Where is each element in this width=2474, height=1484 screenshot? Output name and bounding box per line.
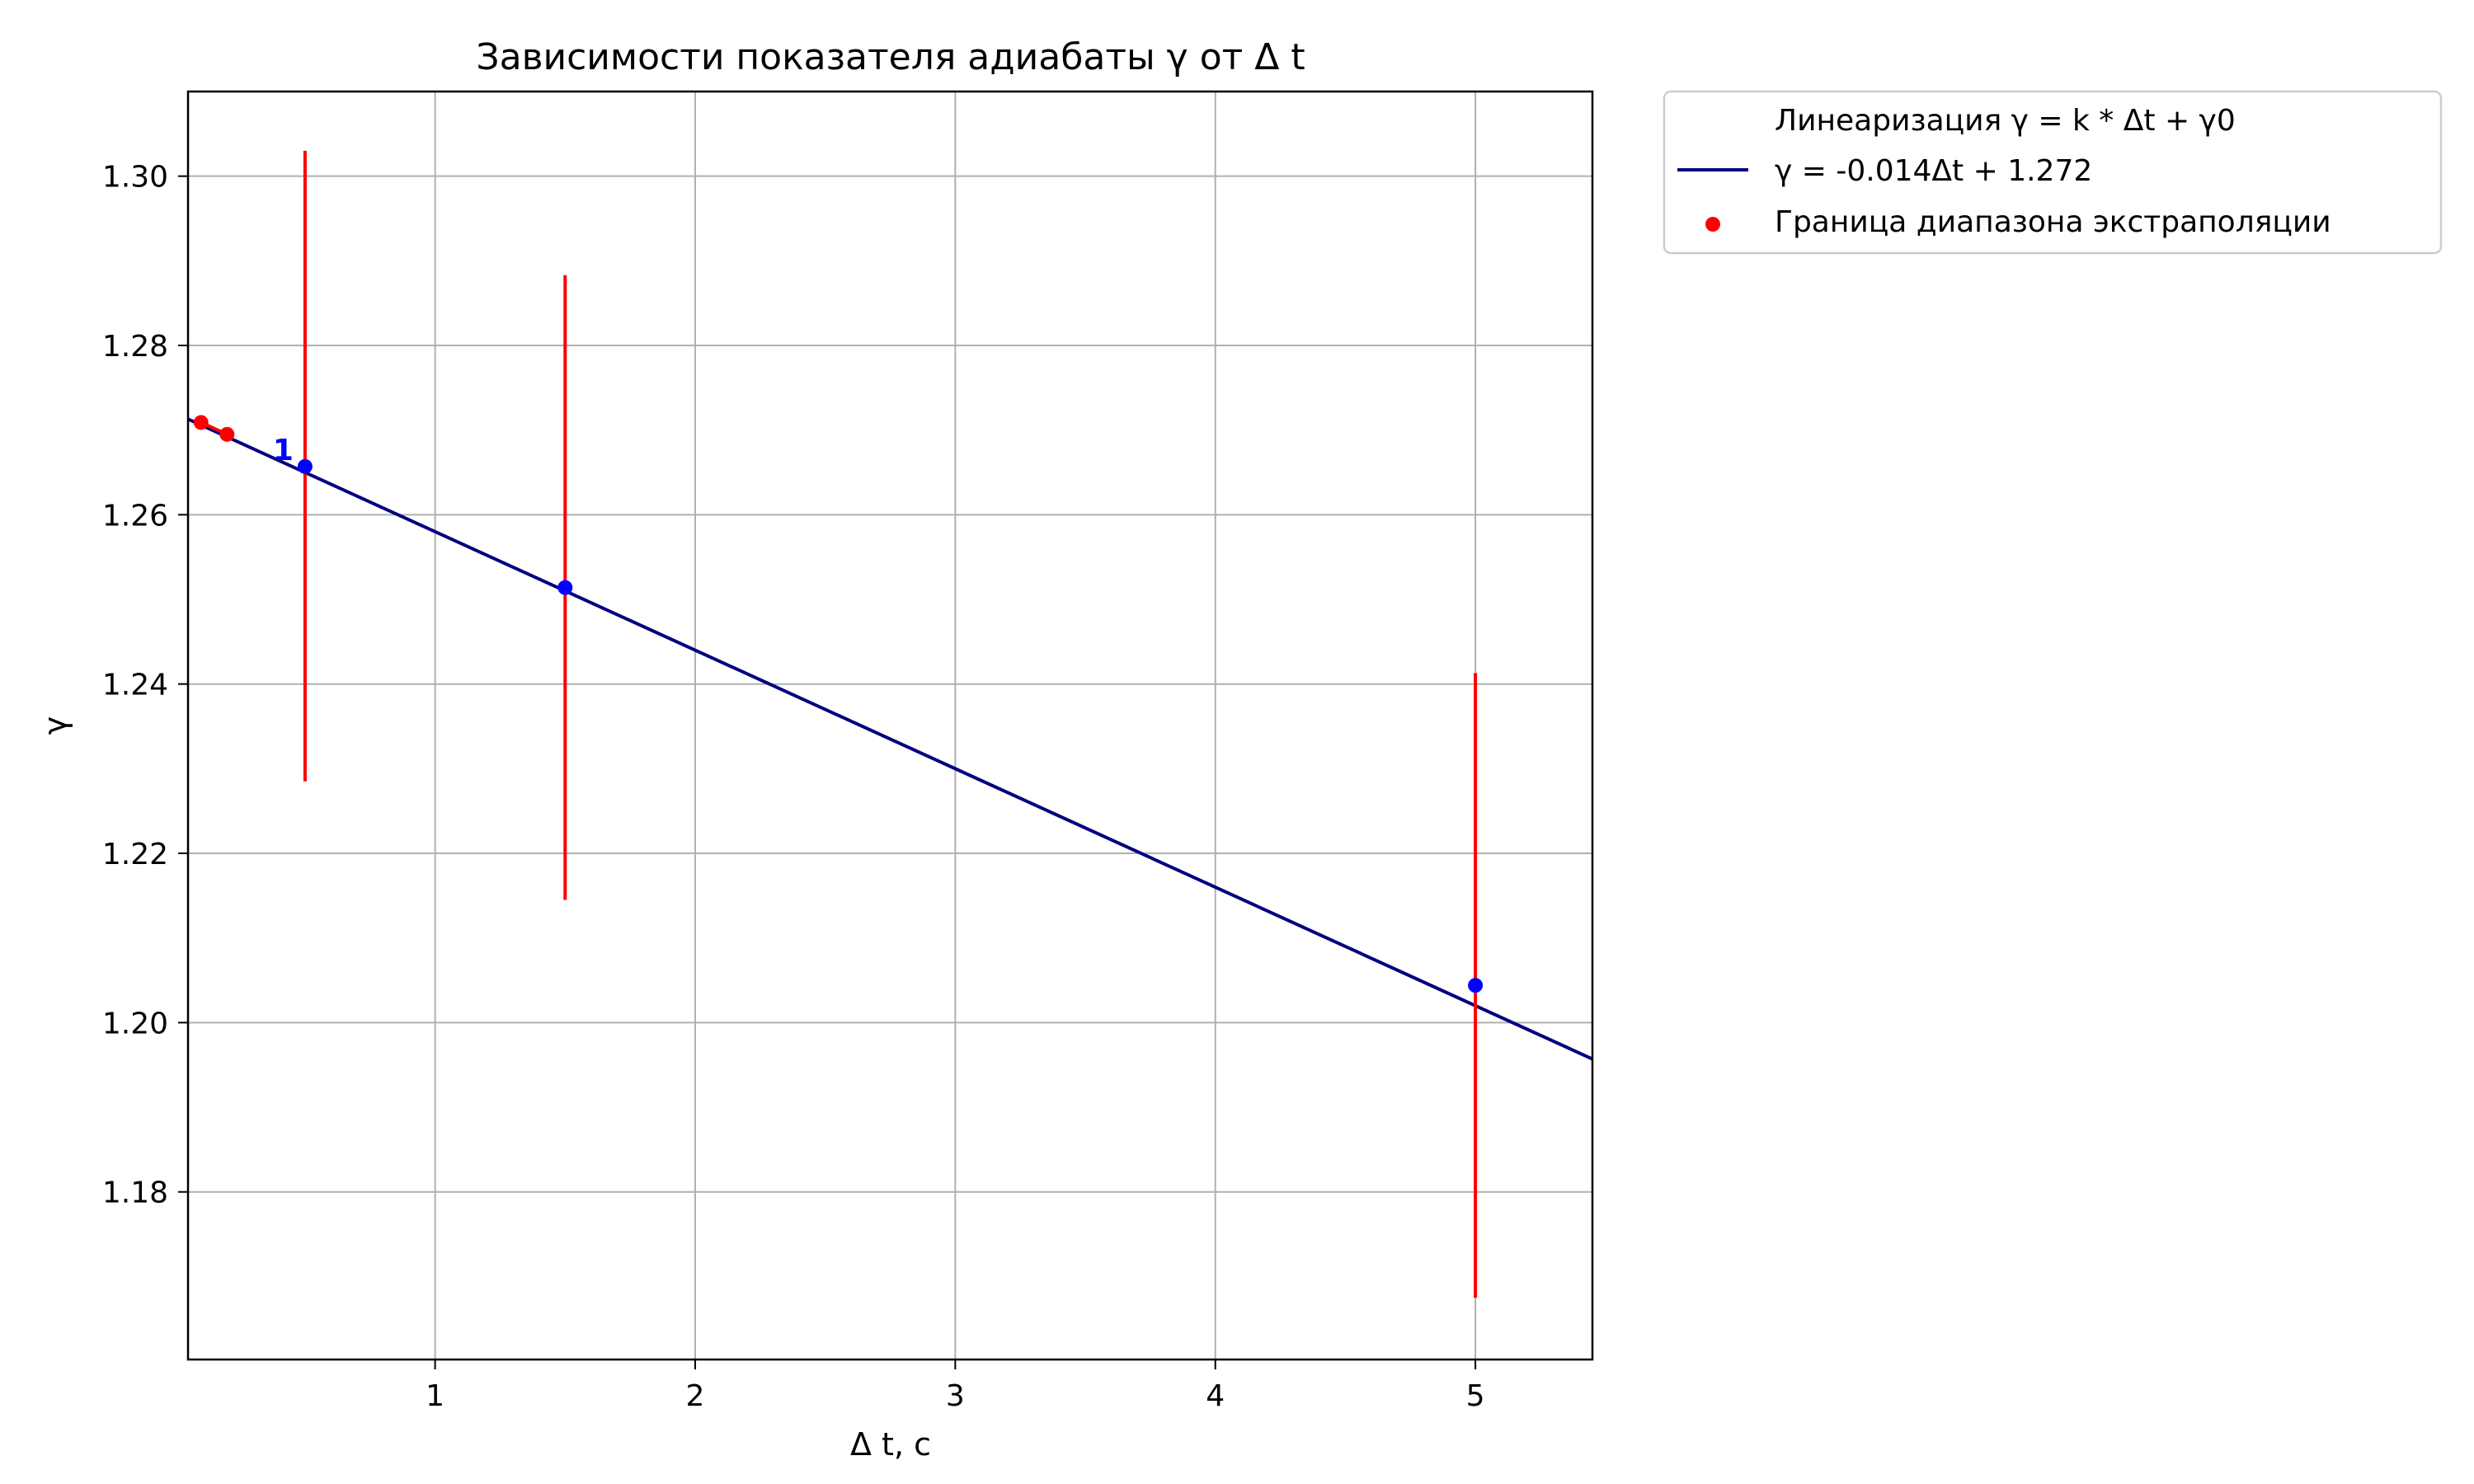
y-tick-label: 1.30 (102, 161, 168, 195)
chart-title: Зависимости показателя адиабаты γ от Δ t (476, 36, 1305, 78)
x-tick-label: 4 (1206, 1379, 1225, 1413)
data-point (297, 458, 313, 474)
legend: Линеаризация γ = k * Δt + γ0 γ = -0.014Δ… (1663, 90, 2443, 255)
legend-extrapolation-marker (1705, 217, 1720, 232)
legend-fit-label: γ = -0.014Δt + 1.272 (1775, 154, 2092, 188)
data-layer: 1 (187, 150, 1593, 1298)
extrapolation-point (219, 426, 235, 442)
data-point (557, 580, 573, 595)
y-tick-label: 1.26 (102, 499, 168, 533)
axes: 1 2 3 4 5 1.18 1.20 1.22 1.24 1.26 1.28 1.30 (102, 161, 1485, 1413)
plot-frame (186, 90, 1594, 1361)
y-tick-label: 1.24 (102, 669, 168, 702)
x-tick-label: 3 (946, 1379, 965, 1413)
y-axis-label: γ (37, 716, 73, 735)
x-tick-label: 5 (1466, 1379, 1485, 1413)
y-tick-label: 1.28 (102, 330, 168, 364)
point-annotation: 1 (273, 434, 294, 467)
y-tick-label: 1.22 (102, 838, 168, 871)
x-tick-label: 1 (426, 1379, 444, 1413)
extrapolation-point (193, 415, 209, 430)
legend-header: Линеаризация γ = k * Δt + γ0 (1775, 104, 2236, 138)
y-tick-label: 1.20 (102, 1007, 168, 1040)
fit-line (187, 417, 1593, 1061)
legend-box (1663, 90, 2443, 255)
legend-extrapolation-label: Граница диапазона экстраполяции (1775, 205, 2331, 239)
data-point (1468, 978, 1484, 993)
y-tick-label: 1.18 (102, 1176, 168, 1210)
x-tick-label: 2 (686, 1379, 705, 1413)
plot-area (188, 92, 1592, 1360)
x-axis-label: Δ t, c (850, 1426, 931, 1463)
